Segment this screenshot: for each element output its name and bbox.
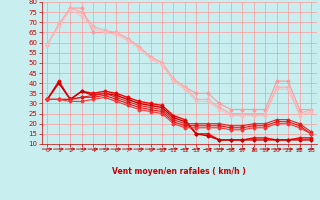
X-axis label: Vent moyen/en rafales ( km/h ): Vent moyen/en rafales ( km/h ) bbox=[112, 167, 246, 176]
